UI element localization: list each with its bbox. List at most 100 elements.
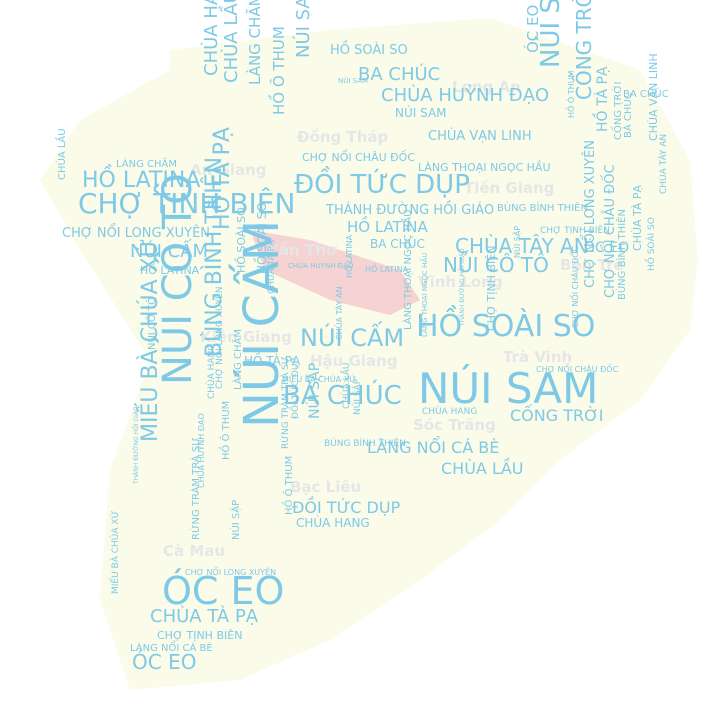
province-label: Tiền Giang — [464, 179, 555, 197]
word-bung-binh-thien-small: BÙNG BÌNH THIÊN — [497, 203, 588, 214]
word-chua-huynh-dao-tiny: CHÙA HUỲNH ĐẠO — [288, 262, 354, 270]
word-ho-ta-pa-vertical: HỒ TÀ PẠ — [210, 127, 235, 230]
province-label: Vĩnh Long — [418, 273, 503, 291]
province-label: An Giang — [190, 161, 267, 179]
word-ho-o-thum-mid: HỒ Ô THUM — [221, 400, 232, 460]
word-nui-sap-small: NÚI SẬP — [231, 499, 242, 540]
word-ho-latina: HỒ LATINA — [82, 168, 201, 193]
word-nui-sam-vertical: NÚI SAM — [293, 0, 314, 58]
word-cho-tinh-bien: CHỢ TỊNH BIÊN — [78, 187, 296, 220]
word-nui-sam-large: NÚI SAM — [418, 364, 599, 413]
word-cho-noi-chau-doc-tiny: CHỢ NỔI CHÂU ĐỐC — [536, 365, 619, 374]
word-ho-o-thum-small: HỒ Ô THUM — [284, 455, 295, 515]
word-cong-troi-vertical: CỐNG TRỜI — [572, 0, 596, 100]
word-cho-tinh-bien-tiny: CHỢ TỊNH BIÊN — [540, 226, 610, 236]
word-ho-soai-so-small: HỒ SOÀI SO — [235, 207, 248, 273]
word-lang-cham-small: LÀNG CHĂM — [116, 159, 178, 170]
province-label: Sóc Trăng — [413, 416, 496, 434]
word-mieu-ba-chua-xu-small: MIẾU BÀ CHÚA XỨ — [282, 375, 357, 384]
word-cho-tinh-bien-vertical: CHỢ TỊNH BIÊN — [485, 245, 498, 331]
word-ho-soai-so: HỒ SOÀI SO — [416, 309, 596, 344]
word-nui-sap-tiny: NÚI SẬP — [353, 378, 363, 415]
word-chua-van-linh-right: CHÙA VẠN LINH — [647, 53, 660, 141]
word-nui-sap-mid: NÚI SẬP — [307, 362, 323, 419]
word-chua-huynh-dao-vertical: CHÙA HUỲNH ĐẠO — [197, 413, 206, 488]
province-label: Bến Tre — [560, 256, 624, 274]
word-bung-binh-thien-bottom: BÙNG BÌNH THIÊN — [324, 439, 406, 449]
word-ho-latina-small: HỒ LATINA — [140, 264, 200, 277]
province-label: Trà Vinh — [503, 348, 573, 366]
word-lang-cham-mid: LÀNG CHĂM — [233, 328, 244, 390]
word-cho-noi-chau-doc-vertical: CHỢ NỔI CHÂU ĐỐC — [571, 245, 580, 328]
word-ho-latina-vertical: HỒ LATINA — [345, 234, 354, 278]
word-ba-chuc-top: BA CHÚC — [358, 64, 441, 85]
word-cho-noi-long-xuyen-bottom: CHỢ NỔI LONG XUYÊN — [185, 568, 277, 577]
word-ba-chuc-mid: BÀ CHÚC — [283, 381, 402, 411]
word-chua-van-linh: CHÙA VẠN LINH — [428, 129, 532, 144]
word-doi-tuc-dup: ĐỒI TỨC DỤP — [294, 170, 470, 200]
word-doi-tuc-dup-vertical: ĐỒI TỨC DỤP — [291, 358, 301, 419]
province-label: Cần Thơ — [268, 241, 337, 259]
word-lang-thoai-ngoc-hau-tiny: LÀNG THOẠI NGỌC HẦU — [421, 252, 429, 337]
word-chua-lau-vertical: CHÙA LẦU — [221, 0, 242, 83]
word-doi-tuc-dup-small: ĐỒI TỨC DỤP — [292, 498, 401, 517]
word-chua-tay-an: CHÙA TÂY AN — [455, 234, 589, 258]
word-ba-chuc-right: BÀ CHÚC — [623, 92, 634, 138]
word-chua-ta-pa-bottom: CHÙA TÀ PẠ — [150, 606, 259, 627]
word-nui-sam-small: NÚI SAM — [395, 106, 447, 120]
word-lang-cham-vertical: LÀNG CHĂM — [246, 0, 264, 85]
word-lang-thoai-ngoc-hau: LÀNG THOẠI NGỌC HẦU — [418, 161, 551, 174]
word-oc-eo-top: ÓC EO — [524, 4, 542, 53]
word-thanh-duong-hoi-giao: THÁNH ĐƯỜNG HỒI GIÁO — [326, 203, 495, 218]
word-nui-cam-mid: NÚI CẤM — [300, 324, 405, 352]
word-ho-o-thum-tiny: HỒ Ô THUM — [567, 70, 576, 118]
map-highlight-shape — [250, 230, 420, 315]
map-region-shape — [40, 18, 698, 690]
word-nui-co-to-mid: NÚI CÔ TÔ — [443, 253, 549, 277]
word-chua-tay-an-mid: CHÙA TÂY AN — [335, 286, 344, 340]
word-cho-tinh-bien-bottom: CHỢ TỊNH BIÊN — [157, 629, 243, 642]
word-nui-co-to-small: NÚI CÔ TÔ — [147, 297, 158, 350]
province-label: Đồng Tháp — [297, 128, 389, 146]
word-nui-sam-tiny: NÚI SAM — [338, 77, 369, 85]
word-thanh-duong-hoi-giao-tiny: THÁNH ĐƯỜNG HỒI GIÁO — [133, 406, 140, 484]
word-chua-huynh-dao: CHÙA HUỲNH ĐẠO — [381, 85, 550, 106]
word-mieu-ba-chua-xu-tiny: MIẾU BÀ CHÚA XỨ — [111, 510, 121, 594]
word-chua-lau-tiny: CHÙA LẦU — [342, 362, 352, 409]
word-oc-eo-large: ÓC EO — [162, 569, 285, 613]
word-chua-lau-bottom: CHÙA LẦU — [441, 459, 524, 478]
word-ho-soai-so-top: HỒ SOÀI SO — [330, 43, 408, 58]
word-lang-thoai-ngoc-hau-vertical: LÀNG THOẠI NGỌC HẦU — [403, 209, 414, 330]
word-rung-tram-tra-su-mid: RỪNG TRÀM TRÀ SƯ — [281, 356, 291, 449]
word-ho-soai-so-right: HỒ SOÀI SO — [647, 217, 657, 271]
word-chua-ta-pa-right: CHÙA TÀ PẠ — [631, 184, 644, 251]
word-cho-noi-long-xuyen-left: CHỢ NỔI LONG XUYÊN — [62, 226, 211, 241]
word-oc-eo-right: ÓC EO — [584, 240, 630, 256]
word-ho-ta-pa-small: HỒ TÀ PẠ — [244, 354, 301, 368]
word-ho-latina-tiny: HỒ LATINA — [365, 265, 409, 274]
word-ho-ta-pa-right: HỒ TÀ PẠ — [595, 66, 611, 132]
word-chua-hang-small: CHÙA HANG — [296, 516, 370, 530]
word-ho-o-thum-vertical: HỒ Ô THUM — [270, 26, 288, 115]
word-oc-eo-bottom: ÓC EO — [132, 650, 197, 674]
word-lang-noi-ca-be-small: LÀNG NỔI CÁ BÈ — [130, 643, 213, 654]
word-ba-chuc-tiny: BA CHÚC — [623, 89, 669, 100]
word-chua-ta-pa-tiny: CHÙA TÀ PẠ — [267, 239, 277, 294]
province-label: Kiên Giang — [200, 328, 292, 346]
word-nui-sap-right: NÚI SẬP — [513, 225, 522, 258]
province-label: Cà Mau — [163, 542, 226, 560]
word-lang-noi-ca-be: LÀNG NỔI CÁ BÈ — [367, 438, 500, 457]
word-chua-tay-an-right: CHÙA TÂY AN — [659, 133, 669, 194]
word-chua-hang-tiny: CHÙA HANG — [422, 407, 478, 417]
word-bung-binh-thien-right: BÙNG BÌNH THIÊN — [617, 209, 628, 300]
word-cong-troi-bottom: CỐNG TRỜI — [510, 406, 604, 425]
word-ho-latina-mid: HỒ LATINA — [347, 218, 428, 236]
province-label: Hậu Giang — [310, 352, 398, 370]
word-chua-lau-left: CHÙA LẦU — [57, 128, 68, 180]
word-ba-chuc-small: BA CHÚC — [370, 237, 425, 251]
word-cho-noi-long-xuyen-vertical: CHỢ NỔI LONG XUYÊN — [215, 286, 225, 389]
word-thanh-duong-hoi-giao-vertical: THÁNH ĐƯỜNG HỒI GIÁO — [459, 248, 466, 326]
word-cho-noi-chau-doc: CHỢ NỔI CHÂU ĐỐC — [302, 151, 416, 164]
province-label: Bạc Liêu — [290, 478, 362, 496]
